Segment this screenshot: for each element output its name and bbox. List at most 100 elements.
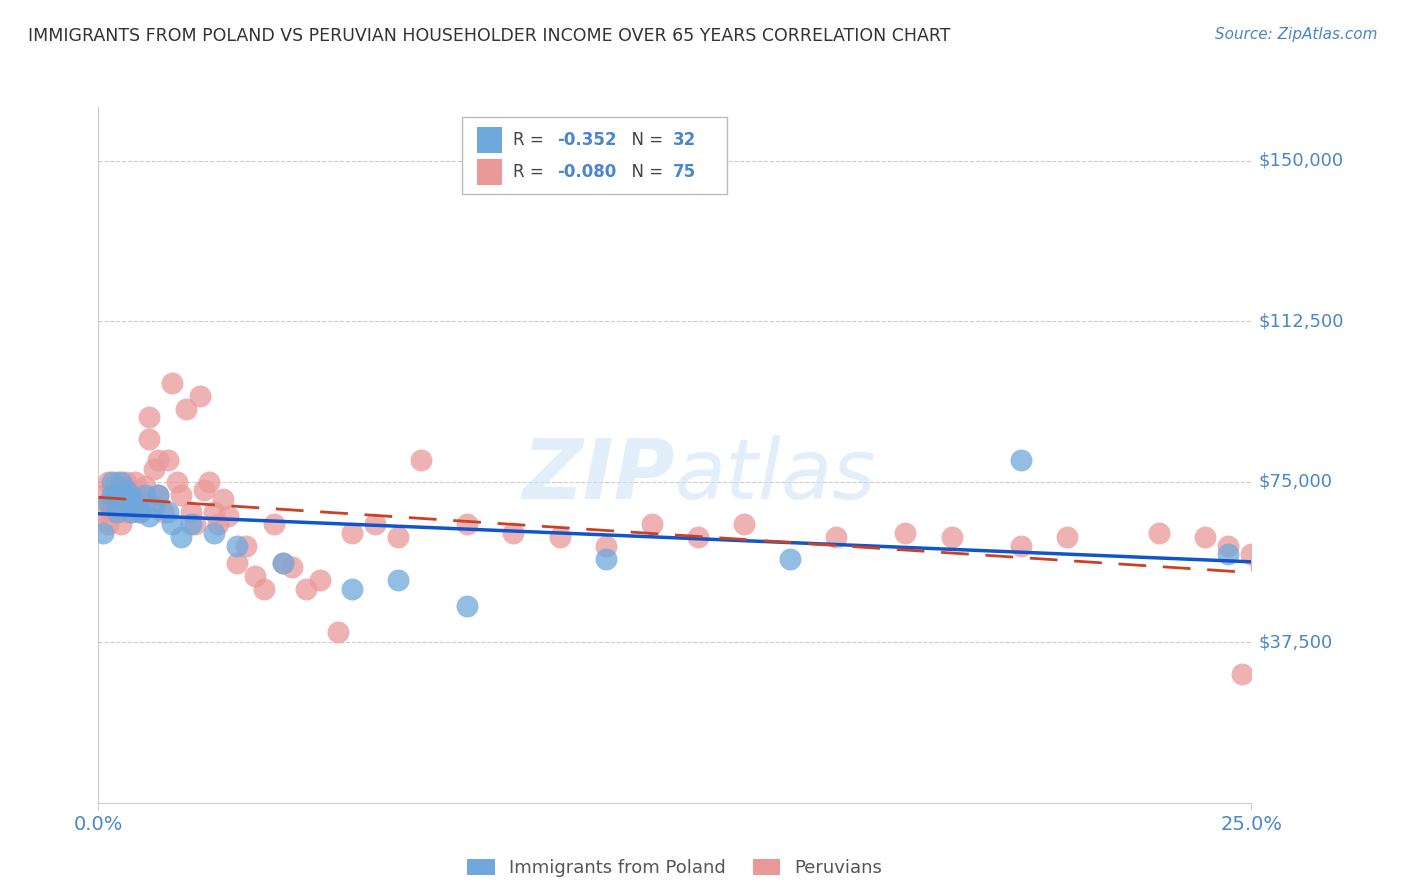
Point [225, 556, 247, 570]
Point [271, 556, 294, 570]
Point [202, 505, 225, 519]
Point [456, 599, 478, 613]
Point [271, 556, 294, 570]
Point [101, 483, 124, 498]
Point [105, 505, 128, 519]
Text: IMMIGRANTS FROM POLAND VS PERUVIAN HOUSEHOLDER INCOME OVER 65 YEARS CORRELATION : IMMIGRANTS FROM POLAND VS PERUVIAN HOUSE… [28, 27, 950, 45]
Point [101, 487, 124, 501]
Point [207, 517, 229, 532]
Point [188, 389, 211, 403]
Point [160, 376, 183, 391]
Point [1250, 560, 1272, 574]
Point [91, 505, 114, 519]
Text: N =: N = [620, 131, 668, 149]
Point [779, 551, 801, 566]
Point [120, 483, 142, 498]
Point [110, 496, 132, 510]
Point [193, 483, 215, 498]
Point [138, 508, 160, 523]
Point [91, 487, 114, 501]
Point [328, 624, 350, 639]
Text: 75: 75 [672, 162, 696, 181]
Point [340, 582, 363, 596]
Point [142, 500, 165, 515]
Point [170, 487, 193, 501]
Point [129, 487, 152, 501]
Point [387, 530, 409, 544]
Point [120, 505, 142, 519]
Point [1010, 453, 1032, 467]
Point [170, 530, 193, 544]
Point [160, 517, 183, 532]
Point [1056, 530, 1078, 544]
Point [120, 505, 142, 519]
Point [156, 453, 179, 467]
Point [198, 475, 221, 489]
FancyBboxPatch shape [461, 118, 727, 194]
Point [245, 569, 267, 583]
Point [105, 487, 128, 501]
Point [825, 530, 848, 544]
Point [595, 551, 617, 566]
Point [166, 475, 188, 489]
Point [548, 530, 571, 544]
Point [129, 505, 152, 519]
Text: $37,500: $37,500 [1258, 633, 1333, 651]
Point [180, 517, 202, 532]
Text: R =: R = [513, 162, 550, 181]
Point [97, 496, 120, 510]
Text: atlas: atlas [675, 435, 876, 516]
Point [97, 517, 120, 532]
Point [212, 491, 235, 506]
Point [364, 517, 387, 532]
Point [686, 530, 709, 544]
Point [101, 505, 124, 519]
Point [110, 517, 132, 532]
Text: R =: R = [513, 131, 550, 149]
Point [91, 526, 114, 541]
Point [1010, 539, 1032, 553]
Point [217, 508, 239, 523]
Point [134, 496, 156, 510]
Point [124, 496, 146, 510]
Point [180, 505, 202, 519]
Point [281, 560, 304, 574]
Point [641, 517, 664, 532]
Point [105, 505, 128, 519]
Text: -0.080: -0.080 [557, 162, 617, 181]
Point [1194, 530, 1216, 544]
Point [124, 496, 146, 510]
Point [225, 539, 247, 553]
Point [110, 483, 132, 498]
Point [97, 496, 120, 510]
Point [148, 453, 170, 467]
Point [134, 479, 156, 493]
Point [115, 496, 138, 510]
Text: Source: ZipAtlas.com: Source: ZipAtlas.com [1215, 27, 1378, 42]
Point [138, 432, 160, 446]
Point [115, 505, 138, 519]
Point [101, 475, 124, 489]
Point [1147, 526, 1170, 541]
Point [148, 487, 170, 501]
Point [115, 475, 138, 489]
Point [115, 483, 138, 498]
Point [120, 487, 142, 501]
Point [295, 582, 318, 596]
Point [110, 475, 132, 489]
Point [595, 539, 617, 553]
Point [124, 475, 146, 489]
Text: 32: 32 [672, 131, 696, 149]
Bar [477, 127, 502, 153]
Legend: Immigrants from Poland, Peruvians: Immigrants from Poland, Peruvians [460, 852, 890, 884]
Point [263, 517, 285, 532]
Point [733, 517, 755, 532]
Point [894, 526, 917, 541]
Point [110, 487, 132, 501]
Point [142, 462, 165, 476]
Point [152, 505, 174, 519]
Point [148, 487, 170, 501]
Text: $150,000: $150,000 [1258, 152, 1344, 169]
Bar [477, 159, 502, 185]
Point [174, 401, 197, 416]
